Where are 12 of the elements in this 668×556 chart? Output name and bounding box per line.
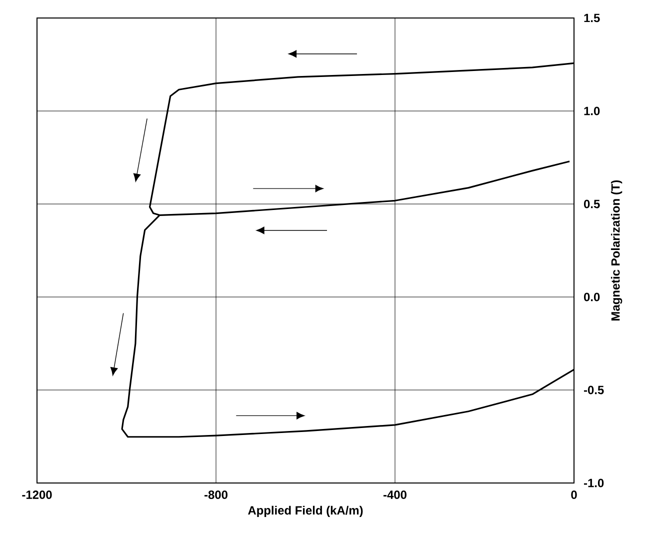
- y-tick-label: -1.0: [584, 478, 604, 488]
- y-tick-label: -0.5: [584, 386, 604, 394]
- y-tick-label: 1.0: [584, 106, 600, 116]
- y-tick-label: 0.5: [584, 200, 600, 208]
- x-tick-label: 0: [571, 490, 577, 499]
- y-axis-title: Magnetic Polarization (T): [610, 180, 622, 320]
- x-tick-label: -800: [204, 490, 228, 499]
- y-tick-label: 0.0: [584, 292, 600, 302]
- x-tick-label: -1200: [22, 490, 52, 499]
- x-tick-label: -400: [384, 490, 406, 499]
- x-axis-title: Applied Field (kA/m): [248, 506, 363, 517]
- y-tick-label: 1.5: [584, 14, 600, 22]
